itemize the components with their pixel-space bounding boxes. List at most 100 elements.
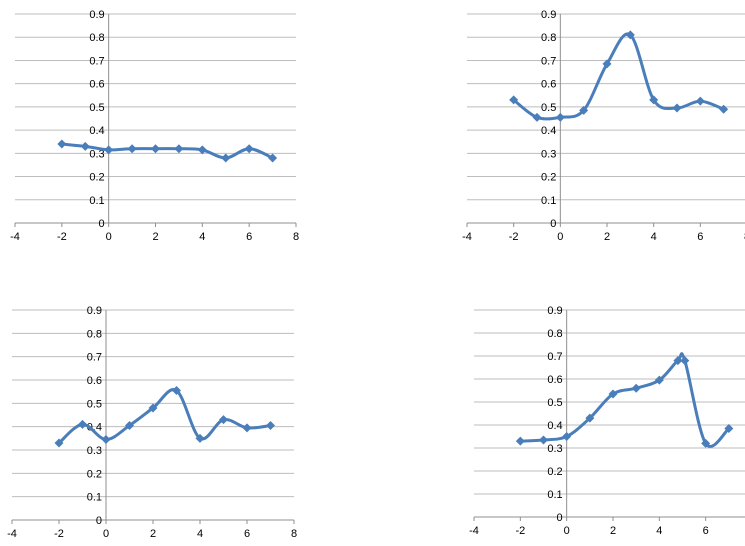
data-point-marker bbox=[562, 432, 572, 441]
data-point-marker bbox=[539, 435, 548, 445]
y-tick-label: 0.4 bbox=[89, 125, 104, 137]
y-tick-label: 0.1 bbox=[547, 489, 562, 501]
data-point-marker bbox=[151, 144, 160, 154]
data-point-marker bbox=[509, 95, 519, 105]
data-point-marker bbox=[532, 112, 542, 122]
x-tick-label: -4 bbox=[462, 231, 472, 243]
x-tick-label: 6 bbox=[703, 525, 709, 537]
y-tick-label: 0.1 bbox=[87, 492, 102, 504]
x-tick-label: 2 bbox=[610, 525, 616, 537]
x-tick-label: 6 bbox=[244, 528, 250, 540]
data-point-marker bbox=[654, 375, 664, 385]
data-point-marker bbox=[625, 30, 635, 40]
data-point-marker bbox=[649, 95, 659, 105]
y-tick-label: 0.4 bbox=[547, 420, 562, 432]
data-point-marker bbox=[724, 423, 734, 433]
x-tick-label: 0 bbox=[103, 528, 109, 540]
y-tick-label: 0.9 bbox=[547, 305, 562, 317]
x-tick-label: -2 bbox=[515, 525, 525, 537]
y-tick-label: 0.6 bbox=[87, 375, 102, 387]
x-tick-label: 0 bbox=[564, 525, 570, 537]
data-point-marker bbox=[54, 438, 64, 448]
y-tick-label: 0.4 bbox=[541, 125, 556, 137]
data-point-marker bbox=[695, 96, 705, 106]
data-point-marker bbox=[197, 145, 207, 155]
data-point-marker bbox=[602, 59, 612, 69]
x-tick-label: 8 bbox=[744, 231, 745, 243]
chart-panel-top-right: 0 0.1 0.2 0.3 0.4 0.5 0.6 0.7 0.8 0.9 -4 -2 0 2 4 6 8 bbox=[462, 9, 745, 243]
y-tick-label: 0.3 bbox=[541, 148, 556, 160]
y-tick-label: 0.1 bbox=[541, 195, 556, 207]
data-point-marker bbox=[585, 413, 595, 423]
y-tick-label: 0.6 bbox=[547, 374, 562, 386]
y-tick-label: 0.2 bbox=[541, 172, 556, 184]
data-point-marker bbox=[555, 112, 565, 122]
x-tick-label: 4 bbox=[656, 525, 662, 537]
series-line bbox=[512, 32, 726, 121]
data-point-marker bbox=[608, 389, 618, 399]
y-tick-label: 0.1 bbox=[89, 195, 104, 207]
data-point-marker bbox=[148, 403, 158, 413]
y-tick-label: 0.5 bbox=[87, 398, 102, 410]
data-point-marker bbox=[125, 421, 134, 430]
x-tick-label: 2 bbox=[150, 528, 156, 540]
x-tick-label: -2 bbox=[57, 231, 67, 243]
x-tick-label: 4 bbox=[651, 231, 657, 243]
y-tick-label: 0.9 bbox=[541, 9, 556, 21]
data-point-marker bbox=[701, 438, 711, 448]
y-tick-label: 0.6 bbox=[541, 79, 556, 91]
y-tick-label: 0.7 bbox=[89, 55, 104, 67]
y-tick-label: 0 bbox=[557, 512, 563, 524]
y-tick-label: 0.7 bbox=[547, 351, 562, 363]
data-point-marker bbox=[195, 433, 205, 443]
data-point-marker bbox=[127, 144, 137, 154]
data-point-marker bbox=[104, 145, 114, 155]
y-tick-label: 0.5 bbox=[541, 102, 556, 114]
data-point-marker bbox=[174, 144, 184, 154]
x-tick-label: -4 bbox=[10, 231, 20, 243]
y-tick-label: 0 bbox=[550, 218, 556, 230]
y-tick-label: 0.2 bbox=[547, 466, 562, 478]
y-tick-label: 0.6 bbox=[89, 79, 104, 91]
data-point-marker bbox=[80, 141, 90, 151]
series-line bbox=[57, 388, 272, 445]
data-point-marker bbox=[244, 144, 254, 154]
x-tick-label: 8 bbox=[293, 231, 299, 243]
y-tick-label: 0.2 bbox=[89, 172, 104, 184]
x-tick-label: -2 bbox=[509, 231, 519, 243]
x-tick-label: 4 bbox=[199, 231, 205, 243]
x-tick-label: 0 bbox=[557, 231, 563, 243]
x-tick-label: 0 bbox=[106, 231, 112, 243]
y-tick-label: 0.5 bbox=[547, 397, 562, 409]
data-point-marker bbox=[579, 105, 589, 115]
data-point-marker bbox=[242, 423, 252, 433]
x-tick-label: 8 bbox=[291, 528, 297, 540]
x-tick-label: 2 bbox=[152, 231, 158, 243]
y-tick-label: 0.8 bbox=[87, 328, 102, 340]
x-tick-label: 4 bbox=[197, 528, 203, 540]
y-tick-label: 0.4 bbox=[87, 422, 102, 434]
data-point-marker bbox=[680, 356, 690, 366]
data-point-marker bbox=[78, 419, 87, 429]
data-point-marker bbox=[219, 415, 228, 425]
data-point-marker bbox=[221, 153, 231, 163]
data-point-marker bbox=[719, 104, 729, 114]
x-tick-label: -2 bbox=[54, 528, 64, 540]
y-tick-label: 0.8 bbox=[541, 32, 556, 44]
y-tick-label: 0.3 bbox=[87, 445, 102, 457]
y-tick-label: 0.8 bbox=[89, 32, 104, 44]
data-point-marker bbox=[673, 356, 683, 366]
data-point-marker bbox=[631, 383, 641, 393]
chart-panel-bottom-left: 0 0.1 0.2 0.3 0.4 0.5 0.6 0.7 0.8 0.9 -4 -2 0 2 4 6 8 bbox=[7, 305, 297, 540]
data-point-marker bbox=[172, 386, 181, 395]
y-tick-label: 0.9 bbox=[87, 305, 102, 317]
data-point-marker bbox=[515, 436, 525, 446]
data-point-marker bbox=[672, 103, 682, 113]
x-tick-label: 6 bbox=[697, 231, 703, 243]
x-tick-label: -4 bbox=[469, 525, 479, 537]
y-tick-label: 0.5 bbox=[89, 102, 104, 114]
data-point-marker bbox=[57, 139, 67, 149]
y-tick-label: 0.9 bbox=[89, 9, 104, 21]
